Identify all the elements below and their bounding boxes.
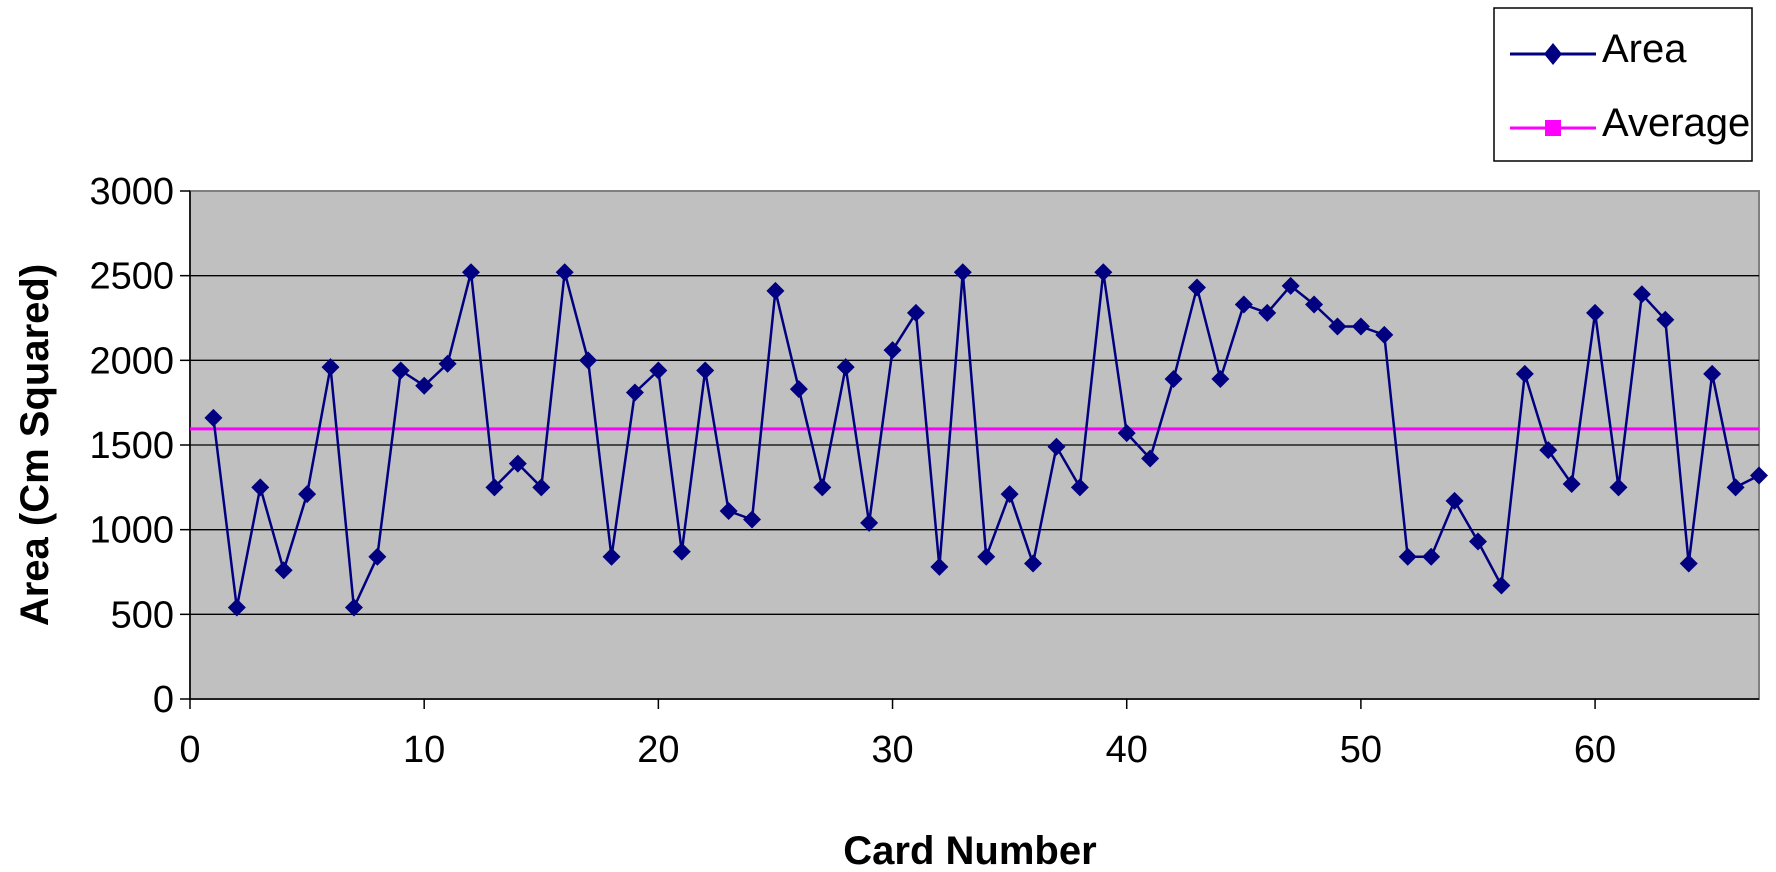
area-point (977, 547, 996, 566)
area-point (1632, 285, 1651, 304)
area-point (1117, 424, 1136, 443)
area-point (883, 341, 902, 360)
area-point (602, 547, 621, 566)
legend: Area Average (1493, 7, 1753, 162)
legend-average-marker (1545, 120, 1561, 136)
area-point (1328, 317, 1347, 336)
y-axis: 0 500 1000 1500 2000 2500 3000 (89, 171, 191, 721)
legend-area-marker (1544, 43, 1562, 65)
area-point (1609, 478, 1628, 497)
area-point (836, 358, 855, 377)
area-point (696, 361, 715, 380)
area-point (1656, 310, 1675, 329)
y-tick-label: 1500 (89, 425, 174, 467)
area-point (1586, 303, 1605, 322)
area-point (1164, 369, 1183, 388)
area-point (227, 598, 246, 617)
y-tick-label: 0 (153, 679, 174, 721)
x-axis-title: Card Number (843, 829, 1096, 872)
area-point (1351, 317, 1370, 336)
area-point (743, 510, 762, 529)
area-point (1281, 276, 1300, 295)
area-point (579, 351, 598, 370)
x-tick-label: 30 (871, 729, 913, 771)
area-point (1422, 547, 1441, 566)
area-point (625, 383, 644, 402)
area-point (321, 358, 340, 377)
y-tick-label: 2500 (89, 256, 174, 298)
area-point (1070, 478, 1089, 497)
x-axis: 0 10 20 30 40 50 60 (179, 698, 1759, 771)
area-point (1726, 478, 1745, 497)
area-point (1750, 466, 1768, 485)
area-point (766, 281, 785, 300)
y-axis-title: Area (Cm Squared) (13, 264, 57, 626)
area-point (1679, 554, 1698, 573)
area-point (649, 361, 668, 380)
area-point (1047, 437, 1066, 456)
legend-box (1493, 7, 1753, 162)
area-point (1024, 554, 1043, 573)
area-point (906, 303, 925, 322)
legend-area-label: Area (1602, 27, 1687, 71)
area-point (1445, 491, 1464, 510)
x-tick-label: 40 (1106, 729, 1148, 771)
area-point (298, 485, 317, 504)
area-point (204, 408, 223, 427)
area-point (1515, 364, 1534, 383)
area-point (508, 454, 527, 473)
area-point (1468, 532, 1487, 551)
area-point (415, 376, 434, 395)
area-point (860, 513, 879, 532)
area-point (1000, 485, 1019, 504)
series-area (204, 263, 1768, 617)
x-tick-label: 60 (1574, 729, 1616, 771)
area-point (1703, 364, 1722, 383)
grid-lines (190, 275, 1759, 615)
area-point (1492, 576, 1511, 595)
area-point (1211, 369, 1230, 388)
area-point (391, 361, 410, 380)
area-point (532, 478, 551, 497)
area-point (438, 354, 457, 373)
area-point (672, 542, 691, 561)
area-point (485, 478, 504, 497)
area-point (1094, 263, 1113, 282)
area-point (719, 502, 738, 521)
y-tick-label: 500 (111, 594, 174, 636)
x-tick-label: 50 (1340, 729, 1382, 771)
area-point (251, 478, 270, 497)
area-point (813, 478, 832, 497)
area-point (344, 598, 363, 617)
area-point (789, 380, 808, 399)
area-point (953, 263, 972, 282)
area-point (274, 561, 293, 580)
area-point (1562, 474, 1581, 493)
area-point (555, 263, 574, 282)
area-point (1305, 295, 1324, 314)
area-point (1258, 303, 1277, 322)
y-tick-label: 1000 (89, 510, 174, 552)
area-point (1539, 441, 1558, 460)
x-tick-label: 10 (403, 729, 445, 771)
area-point (1187, 278, 1206, 297)
legend-average-label: Average (1602, 101, 1750, 145)
area-point (930, 557, 949, 576)
area-point (1234, 295, 1253, 314)
y-tick-label: 2000 (89, 340, 174, 382)
x-tick-label: 0 (179, 729, 200, 771)
area-point (368, 547, 387, 566)
y-tick-label: 3000 (89, 171, 174, 213)
area-point (1375, 325, 1394, 344)
area-point (462, 263, 481, 282)
x-tick-label: 20 (637, 729, 679, 771)
area-point (1398, 547, 1417, 566)
area-point (1141, 449, 1160, 468)
